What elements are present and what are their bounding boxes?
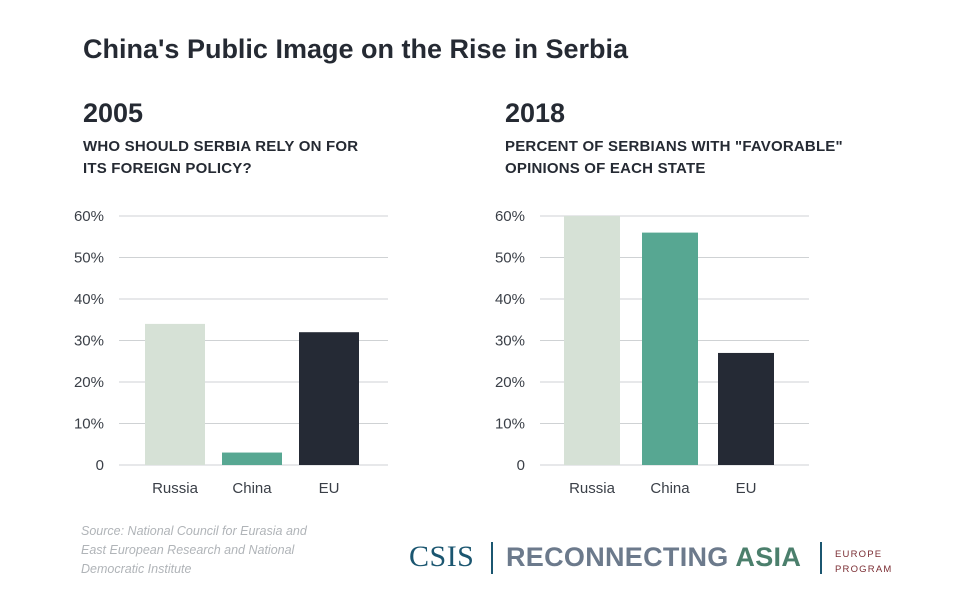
reconnecting-text: RECONNECTING [506,542,729,572]
europe-program-line-1: EUROPE [835,549,883,560]
right-chart-bar-china [642,232,698,465]
left-chart-y-tick-label: 40% [74,291,104,308]
right-chart-y-tick-label: 50% [495,250,525,267]
right-chart-subtitle: PERCENT OF SERBIANS WITH "FAVORABLE" OPI… [505,136,885,180]
europe-program-logo: EUROPE PROGRAM [835,547,893,577]
left-chart-bar-eu [299,332,359,465]
source-line-3: Democratic Institute [81,562,192,576]
right-chart-bar-eu [718,352,774,465]
source-note: Source: National Council for Eurasia and… [81,522,341,579]
asia-text: ASIA [735,542,802,572]
source-line-1: Source: National Council for Eurasia and [81,524,307,538]
right-chart-year: 2018 [505,98,566,128]
left-chart-subtitle: WHO SHOULD SERBIA RELY ON FOR ITS FOREIG… [83,136,463,180]
right-chart-category-label: Russia [569,480,616,497]
right-chart-subtitle-line-2: OPINIONS OF EACH STATE [505,160,706,177]
left-chart-year: 2005 [83,98,144,128]
right-chart-category-label: EU [736,480,757,497]
right-chart-y-tick-label: 10% [495,416,525,433]
page-title: China's Public Image on the Rise in Serb… [83,34,629,64]
left-chart-y-tick-label: 60% [74,208,104,225]
left-chart-bar-russia [145,323,205,465]
left-chart-category-label: Russia [152,480,199,497]
right-chart-y-tick-label: 20% [495,374,525,391]
logo-divider-1 [491,542,493,574]
right-chart-bar-russia [564,216,620,465]
right-chart-category-label: China [650,480,690,497]
left-chart-subtitle-line-1: WHO SHOULD SERBIA RELY ON FOR [83,138,359,155]
europe-program-line-2: PROGRAM [835,564,893,575]
left-chart-subtitle-line-2: ITS FOREIGN POLICY? [83,160,252,177]
left-chart-y-tick-label: 0 [96,457,104,474]
left-chart-y-tick-label: 10% [74,416,104,433]
left-chart-y-tick-label: 30% [74,333,104,350]
right-chart-y-tick-label: 30% [495,333,525,350]
left-chart-category-label: EU [319,480,340,497]
left-chart-category-label: China [232,480,272,497]
left-chart-y-tick-label: 50% [74,250,104,267]
right-chart-y-tick-label: 40% [495,291,525,308]
left-chart-y-tick-label: 20% [74,374,104,391]
right-chart-subtitle-line-1: PERCENT OF SERBIANS WITH "FAVORABLE" [505,138,843,155]
left-chart-bar-china [222,452,282,465]
right-chart-y-tick-label: 0 [517,457,525,474]
csis-logo: CSIS [409,540,475,573]
reconnecting-asia-logo: RECONNECTING ASIA [506,542,801,573]
source-line-2: East European Research and National [81,543,295,557]
right-chart-y-tick-label: 60% [495,208,525,225]
logo-divider-2 [820,542,822,574]
